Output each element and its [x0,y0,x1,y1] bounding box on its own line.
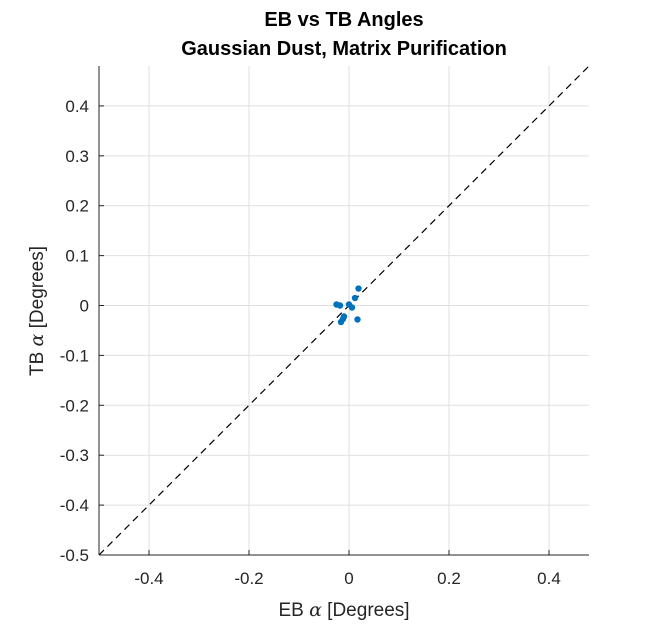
scatter-point [355,285,362,292]
x-tick-label: -0.4 [134,569,163,588]
y-axis-label-symbol: α [26,333,48,346]
y-axis-label-suffix: [Degrees] [27,246,48,334]
y-tick-label: -0.1 [60,346,89,365]
x-tick-label: 0 [344,569,353,588]
reference-line-group [98,65,590,556]
x-tick-label: 0.4 [537,569,561,588]
x-tick-labels: -0.4 -0.2 0 0.2 0.4 [134,569,560,588]
x-tick-label: 0.2 [437,569,461,588]
scatter-point [336,302,344,309]
y-tick-labels: -0.5 -0.4 -0.3 -0.2 -0.1 0 0.1 0.2 0.3 0.4 [60,97,89,565]
scatter-point [340,313,348,320]
x-axis-label-suffix: [Degrees] [322,600,410,621]
y-tick-label: -0.5 [60,546,89,565]
y-tick-label: 0.2 [65,197,89,216]
x-axis-label-symbol: α [309,599,322,621]
y-tick-label: 0.3 [65,147,89,166]
x-axis-label: EB α [Degrees] [278,599,409,621]
scatter-point [348,304,356,311]
y-tick-label: 0 [80,297,89,316]
x-tick-label: -0.2 [234,569,263,588]
data-points [333,285,362,326]
axes [98,66,589,556]
y-tick-label: -0.4 [60,496,89,515]
x-axis-label-prefix: EB [278,600,309,621]
reference-line [98,65,590,556]
y-axis-label-prefix: TB [27,346,48,376]
y-tick-label: 0.4 [65,97,89,116]
chart-subtitle: Gaussian Dust, Matrix Purification [181,38,507,60]
scatter-point [354,316,361,323]
chart-title: EB vs TB Angles [264,9,423,31]
y-tick-label: -0.2 [60,396,89,415]
scatter-point [351,294,359,302]
y-axis-label: TB α [Degrees] [26,246,48,376]
y-tick-label: 0.1 [65,247,89,266]
y-tick-label: -0.3 [60,446,89,465]
